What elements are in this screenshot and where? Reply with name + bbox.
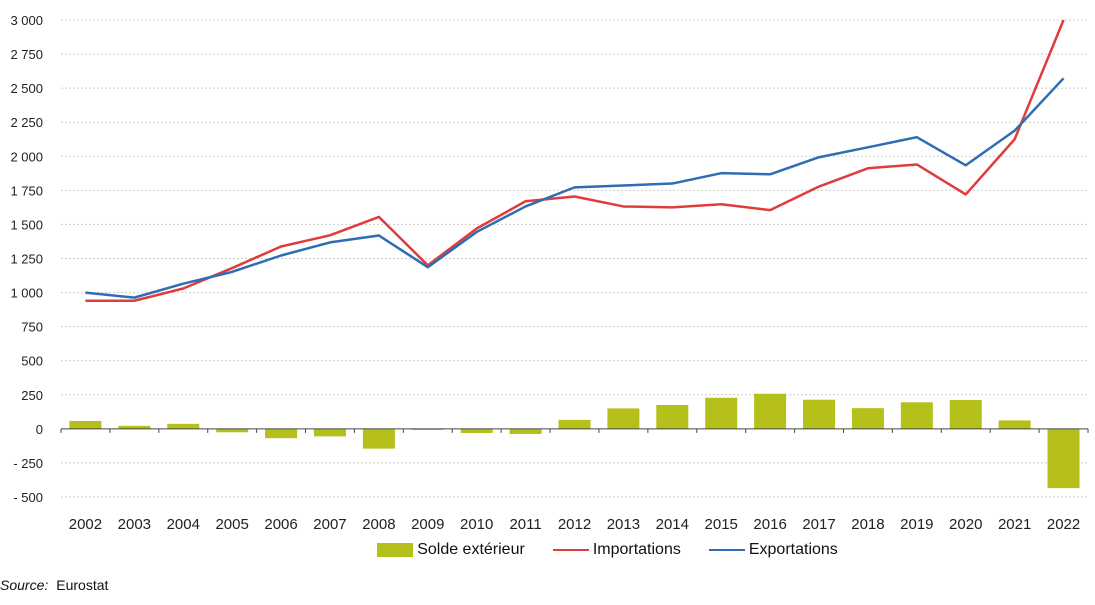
bar-solde-2006 — [265, 428, 298, 439]
y-tick-label: 1 500 — [10, 217, 43, 232]
x-tick-label: 2010 — [460, 516, 493, 533]
y-tick-label: 3 000 — [10, 13, 43, 28]
source-label: Source: — [0, 577, 49, 593]
y-tick-label: - 250 — [13, 456, 43, 471]
bar-solde-2003 — [118, 425, 151, 429]
bar-solde-2022 — [1047, 428, 1080, 489]
x-tick-label: 2017 — [802, 516, 835, 533]
y-tick-label: 1 250 — [10, 252, 43, 267]
legend-label: Solde extérieur — [417, 541, 525, 558]
y-tick-label: 2 500 — [10, 81, 43, 96]
line-exportations — [85, 77, 1065, 299]
x-tick-label: 2012 — [558, 516, 591, 533]
x-tick-label: 2021 — [998, 516, 1031, 533]
x-tick-label: 2008 — [362, 516, 395, 533]
x-tick-label: 2015 — [705, 516, 738, 533]
x-tick-label: 2013 — [607, 516, 640, 533]
legend-swatch-importations — [552, 549, 589, 551]
chart: 3 000 2 750 2 500 2 250 2 000 1 750 1 500 1 250… — [10, 13, 1089, 533]
bar-solde-2008 — [362, 428, 395, 449]
x-tick-label: 2007 — [313, 516, 346, 533]
y-tick-label: 0 — [36, 422, 43, 437]
x-tick-label: 2016 — [753, 516, 786, 533]
bar-solde-2018 — [851, 408, 884, 429]
bar-solde-2019 — [900, 402, 933, 429]
bar-solde-2007 — [313, 428, 346, 437]
x-tick-label: 2006 — [264, 516, 297, 533]
bar-solde-2011 — [509, 428, 542, 435]
source-value: Eurostat — [56, 577, 109, 593]
y-tick-label: 2 250 — [10, 115, 43, 130]
legend-item-exportations: Exportations — [708, 541, 838, 559]
x-tick-label: 2004 — [167, 516, 200, 533]
bar-solde-2012 — [558, 419, 591, 429]
legend-label: Importations — [592, 541, 681, 558]
legend-label: Exportations — [748, 541, 838, 558]
legend-item-importations: Importations — [552, 541, 681, 559]
bar-solde-2015 — [705, 397, 738, 429]
legend-item-solde: Solde extérieur — [377, 541, 525, 559]
x-tick-label: 2009 — [411, 516, 444, 533]
bar-solde-2005 — [216, 428, 249, 433]
y-tick-label: 750 — [21, 320, 43, 335]
bar-solde-2021 — [998, 420, 1031, 429]
y-tick-label: 2 750 — [10, 47, 43, 62]
y-tick-label: 500 — [21, 354, 43, 369]
bar-solde-2010 — [460, 428, 493, 433]
x-tick-label: 2018 — [851, 516, 884, 533]
x-tick-label: 2014 — [656, 516, 689, 533]
x-tick-label: 2003 — [118, 516, 151, 533]
x-tick-label: 2020 — [949, 516, 982, 533]
y-tick-label: 1 750 — [10, 183, 43, 198]
y-tick-label: 1 000 — [10, 286, 43, 301]
bar-solde-2014 — [656, 405, 689, 429]
bar-solde-2013 — [607, 408, 640, 429]
bar-solde-2004 — [167, 423, 200, 429]
legend-swatch-solde — [377, 543, 414, 557]
bar-solde-2016 — [754, 393, 787, 429]
y-tick-label: 2 000 — [10, 149, 43, 164]
x-tick-label: 2019 — [900, 516, 933, 533]
legend: Solde extérieur Importations Exportation… — [0, 541, 1095, 559]
y-tick-label: - 500 — [13, 490, 43, 505]
x-tick-label: 2011 — [509, 516, 541, 533]
bar-solde-2002 — [69, 420, 102, 429]
y-tick-label: 250 — [21, 388, 43, 403]
source-note: Source: Eurostat — [0, 577, 108, 593]
x-tick-label: 2002 — [69, 516, 102, 533]
x-tick-label: 2022 — [1047, 516, 1080, 533]
bar-solde-2020 — [949, 399, 982, 429]
legend-swatch-exportations — [708, 549, 745, 551]
x-tick-label: 2005 — [215, 516, 248, 533]
bar-solde-2017 — [803, 399, 836, 429]
